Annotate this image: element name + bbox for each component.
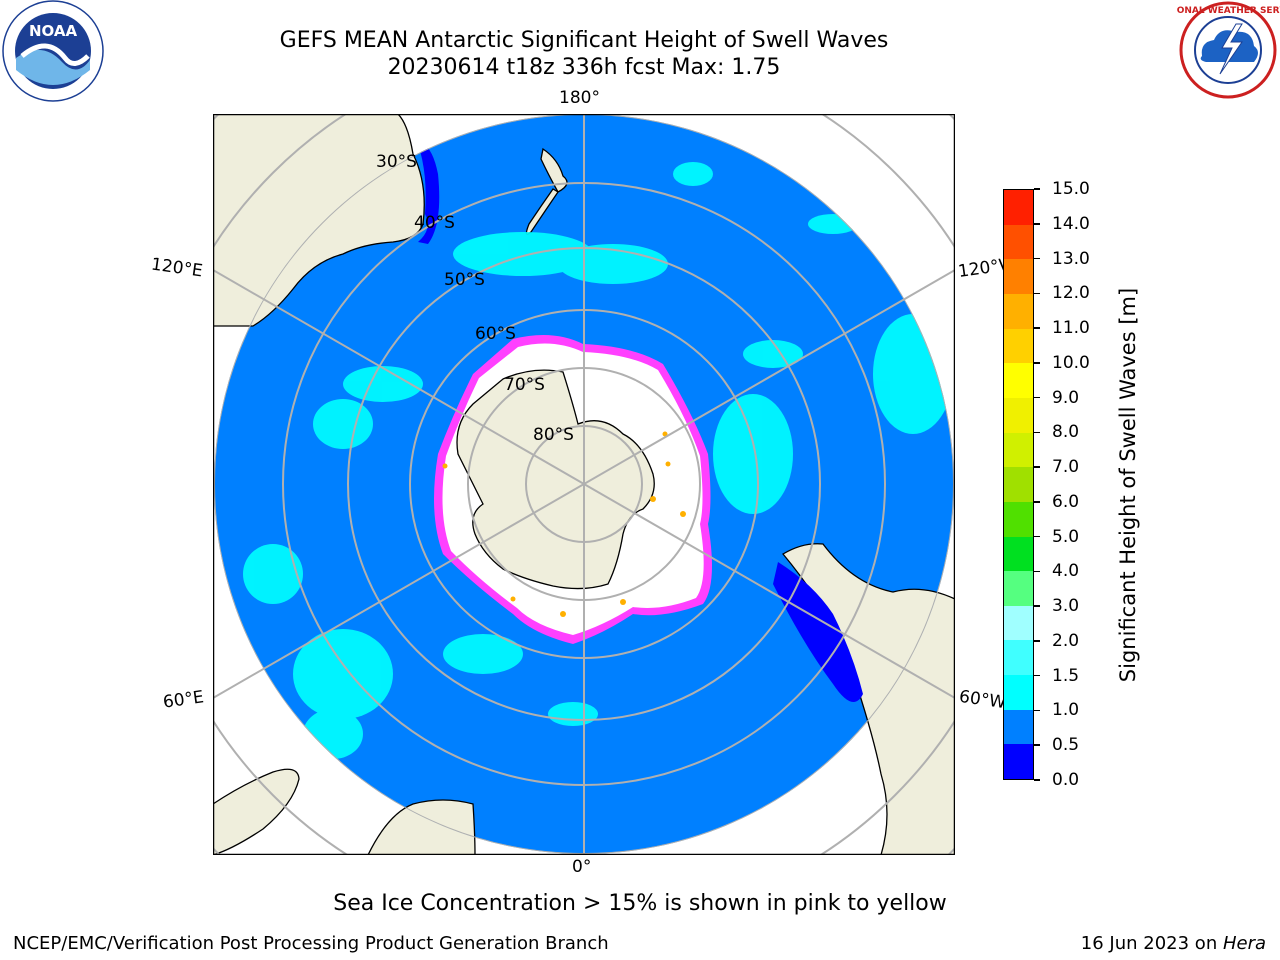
lon-label-60e: 60°E: [161, 687, 206, 713]
colorbar-tick-mark: [1034, 674, 1040, 677]
colorbar-tick-label: 0.0: [1052, 770, 1080, 790]
colorbar-tick-mark: [1034, 327, 1040, 329]
colorbar-tick-mark: [1034, 188, 1040, 190]
colorbar-tick-label: 5.0: [1052, 526, 1080, 547]
colorbar-tick-mark: [1034, 362, 1040, 364]
lat-label-70s: 70°S: [504, 375, 545, 395]
colorbar-segment: [1004, 744, 1033, 779]
colorbar-label: Significant Height of Swell Waves [m]: [1116, 287, 1140, 683]
lon-label-60w: 60°W: [957, 686, 1008, 714]
colorbar-tick-label: 12.0: [1052, 283, 1090, 304]
colorbar-tick-mark: [1034, 396, 1040, 399]
colorbar-segment: [1004, 190, 1033, 225]
colorbar-tick-label: 4.0: [1052, 561, 1080, 582]
colorbar-tick-mark: [1034, 779, 1040, 781]
colorbar-tick-label: 1.5: [1052, 665, 1080, 686]
colorbar-segment: [1004, 363, 1033, 398]
svg-text:NOAA: NOAA: [29, 22, 78, 40]
colorbar-tick-mark: [1034, 257, 1040, 260]
colorbar-segment: [1004, 536, 1033, 572]
madagascar-land: [213, 768, 300, 855]
colorbar-tick-label: 0.5: [1052, 735, 1080, 756]
colorbar-tick-mark: [1034, 223, 1040, 225]
footer-branch: NCEP/EMC/Verification Post Processing Pr…: [13, 933, 609, 954]
colorbar-tick-label: 6.0: [1052, 491, 1080, 512]
colorbar-tick-mark: [1034, 292, 1040, 295]
colorbar-tick-mark: [1034, 709, 1040, 712]
footer-date: 16 Jun 2023 on Hera: [1080, 933, 1266, 954]
colorbar-segment: [1004, 259, 1033, 295]
colorbar-tick-mark: [1034, 501, 1040, 503]
chart-subtitle: 20230614 t18z 336h fcst Max: 1.75: [387, 55, 781, 80]
colorbar-tick-mark: [1034, 431, 1040, 434]
colorbar-tick-label: 3.0: [1052, 596, 1080, 617]
lat-label-40s: 40°S: [414, 213, 455, 233]
colorbar-tick-label: 15.0: [1052, 179, 1090, 199]
colorbar-tick-label: 7.0: [1052, 457, 1080, 478]
antarctic-polar-map: [212, 113, 956, 856]
lat-label-80s: 80°S: [533, 425, 574, 445]
colorbar-segment: [1004, 467, 1033, 502]
lon-label-180: 180°: [559, 88, 600, 108]
colorbar-tick-mark: [1034, 744, 1040, 746]
colorbar-tick-mark: [1034, 605, 1040, 607]
lat-label-50s: 50°S: [444, 270, 485, 290]
colorbar-segment: [1004, 294, 1033, 329]
colorbar-segment: [1004, 571, 1033, 606]
colorbar-tick-label: 2.0: [1052, 630, 1080, 651]
colorbar-tick-mark: [1034, 640, 1040, 642]
colorbar-segment: [1004, 640, 1033, 676]
colorbar-tick-mark: [1034, 570, 1040, 573]
colorbar-tick-label: 14.0: [1052, 213, 1090, 234]
colorbar-tick-label: 10.0: [1052, 352, 1090, 373]
chart-title: GEFS MEAN Antarctic Significant Height o…: [279, 28, 889, 53]
sea-ice-note: Sea Ice Concentration > 15% is shown in …: [333, 891, 947, 916]
noaa-logo: NOAA: [2, 0, 104, 102]
colorbar-segment: [1004, 224, 1033, 260]
colorbar-segment: [1004, 328, 1033, 364]
colorbar-tick-label: 11.0: [1052, 318, 1090, 339]
colorbar-segment: [1004, 397, 1033, 433]
colorbar-tick-mark: [1034, 535, 1040, 538]
colorbar: [1003, 189, 1034, 780]
colorbar-tick-label: 1.0: [1052, 700, 1080, 721]
colorbar-segment: [1004, 709, 1033, 745]
lat-label-30s: 30°S: [376, 152, 417, 172]
lon-label-120e: 120°E: [149, 254, 204, 282]
colorbar-segment: [1004, 501, 1033, 537]
colorbar-segment: [1004, 605, 1033, 641]
colorbar-tick-mark: [1034, 466, 1040, 468]
national-weather-service-logo: NATIONAL WEATHER SERVICE: [1153, 0, 1280, 100]
colorbar-tick-label: 9.0: [1052, 387, 1080, 408]
lat-label-60s: 60°S: [475, 324, 516, 344]
colorbar-segment: [1004, 675, 1033, 710]
colorbar-tick-label: 13.0: [1052, 248, 1090, 269]
svg-text:NATIONAL WEATHER SERVICE: NATIONAL WEATHER SERVICE: [1176, 6, 1280, 16]
lon-label-0: 0°: [572, 857, 592, 877]
colorbar-segment: [1004, 432, 1033, 468]
colorbar-tick-label: 8.0: [1052, 422, 1080, 443]
